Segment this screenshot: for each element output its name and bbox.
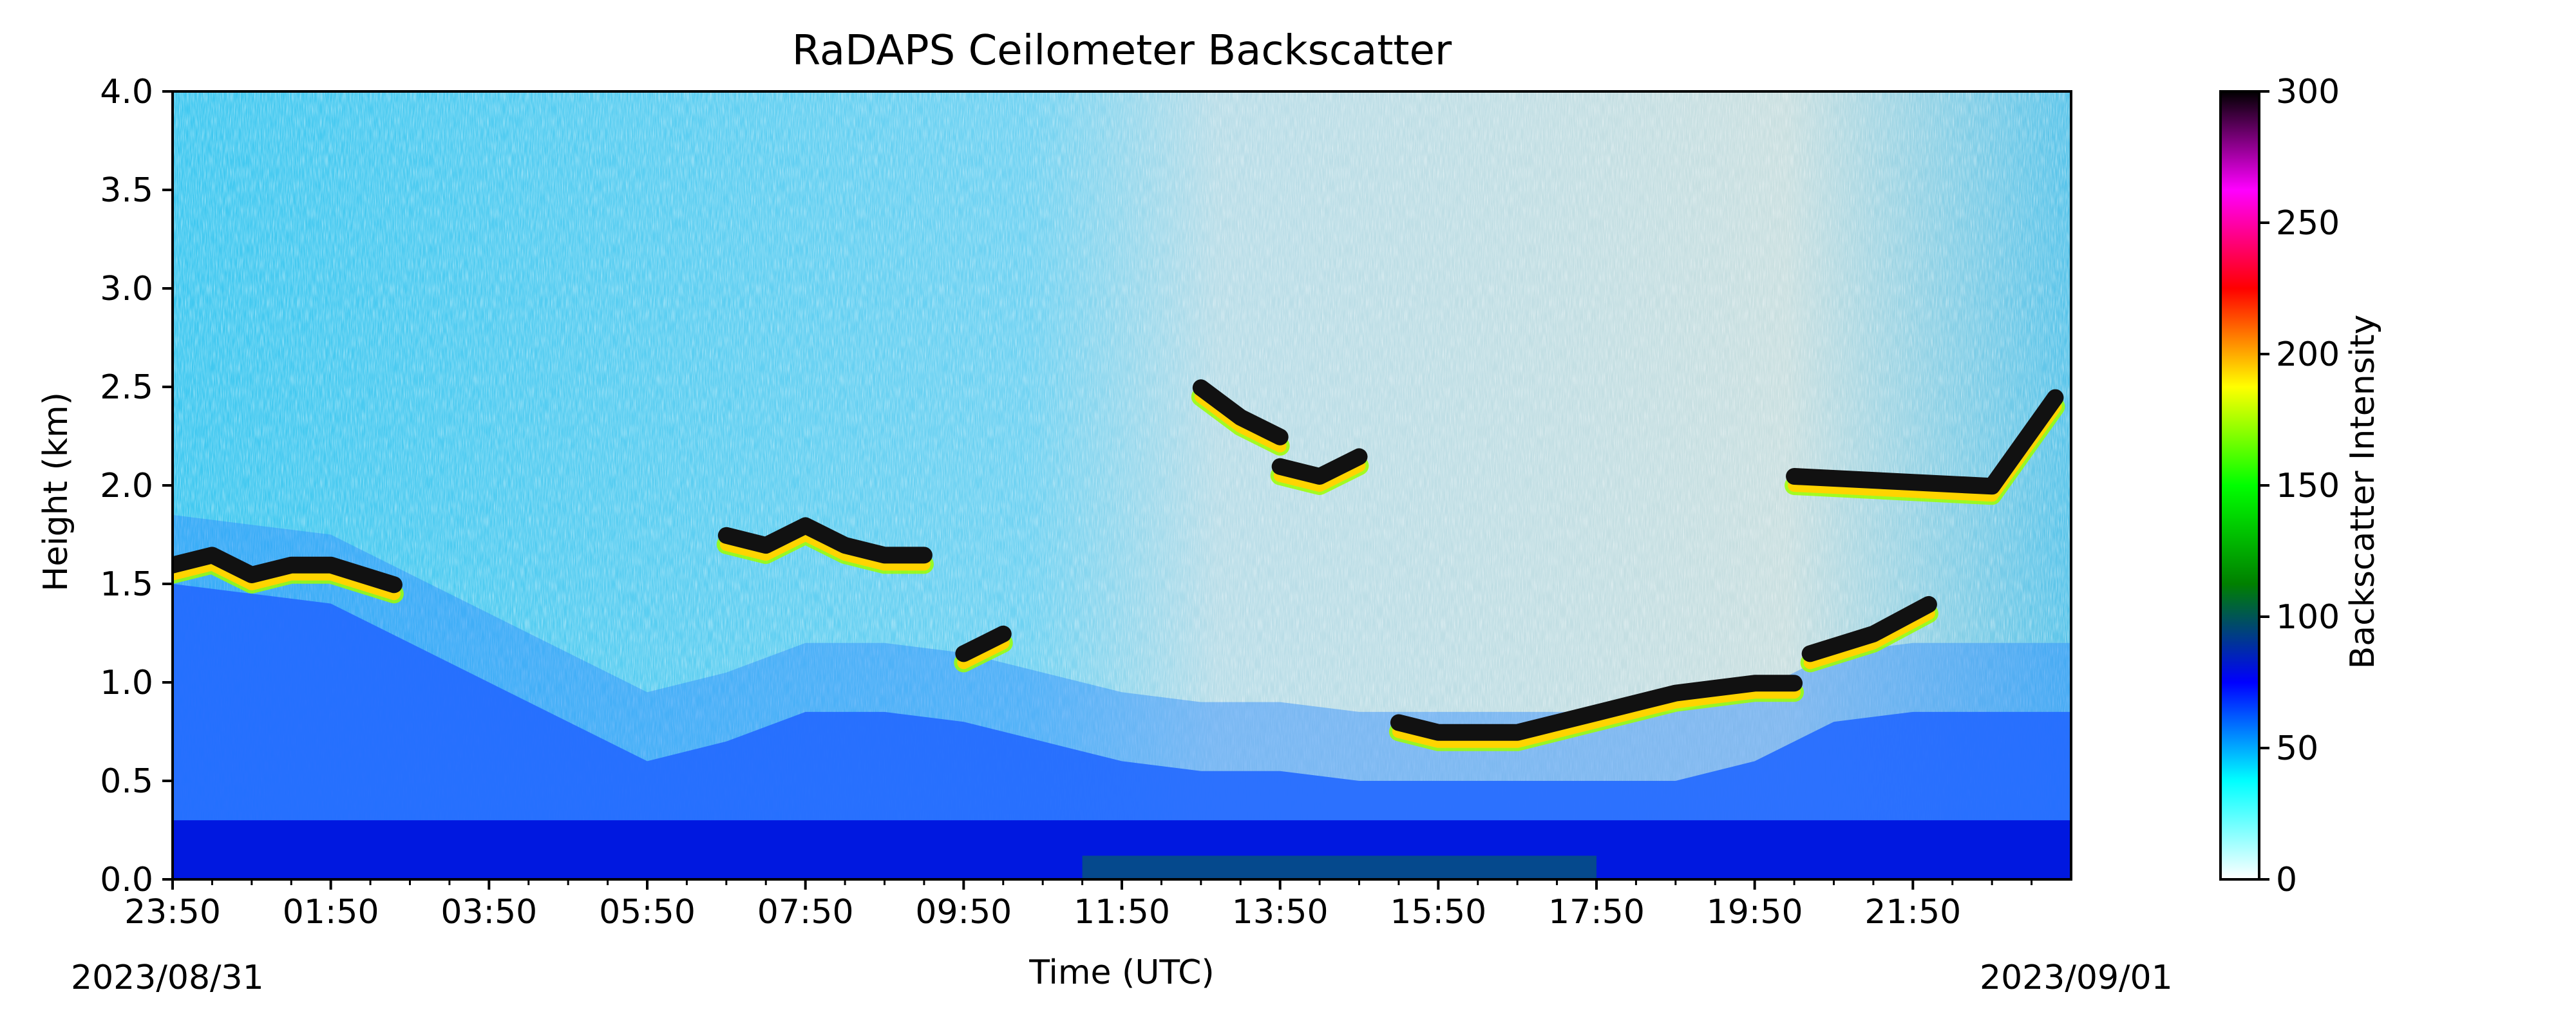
x-tick-label: 07:50 xyxy=(757,893,854,932)
colorbar-tick-label: 300 xyxy=(2276,73,2340,111)
colorbar-tick-label: 50 xyxy=(2276,729,2318,768)
x-tick-label: 19:50 xyxy=(1707,893,1803,932)
colorbar-tick-label: 200 xyxy=(2276,335,2340,374)
y-tick-label: 1.0 xyxy=(100,664,153,702)
y-tick-label: 2.5 xyxy=(100,368,153,407)
surface-green-band xyxy=(1082,856,1596,879)
x-tick-label: 03:50 xyxy=(440,893,537,932)
cloud-layer-edge-yellow xyxy=(1392,686,1801,748)
cloud-layer-core xyxy=(1786,389,2064,495)
aerosol-transition-zone xyxy=(173,514,2071,879)
y-axis-label: Height (km) xyxy=(37,392,75,592)
colorbar: 0 50 100 150 200 250 300 xyxy=(2219,73,2340,899)
x-tick-label: 15:50 xyxy=(1390,893,1486,932)
chart-title: RaDAPS Ceilometer Backscatter xyxy=(792,27,1452,75)
cloud-layer-core xyxy=(1192,379,1289,445)
x-axis-label: Time (UTC) xyxy=(1028,953,1214,992)
y-axis: 0.0 0.5 1.0 1.5 2.0 2.5 3.0 3.5 4.0 xyxy=(100,73,173,899)
backscatter-heatmap xyxy=(173,91,2071,879)
colorbar-gradient xyxy=(2219,90,2260,881)
cloud-layer-core xyxy=(1390,675,1803,741)
colorbar-tick-label: 100 xyxy=(2276,598,2340,637)
colorbar-tick-label: 150 xyxy=(2276,467,2340,505)
y-tick-label: 0.0 xyxy=(100,861,153,899)
x-tick-label: 13:50 xyxy=(1232,893,1329,932)
colorbar-ticks: 0 50 100 150 200 250 300 xyxy=(2259,73,2340,899)
y-tick-label: 1.5 xyxy=(100,565,153,604)
cloud-layer-core xyxy=(1801,595,1937,662)
cloud-layer-core xyxy=(173,547,402,594)
x-tick-label: 21:50 xyxy=(1864,893,1961,932)
x-tick-label: 01:50 xyxy=(283,893,379,932)
x-tick-label: 09:50 xyxy=(915,893,1012,932)
x-tick-label: 23:50 xyxy=(124,893,221,932)
x-tick-label: 17:50 xyxy=(1548,893,1645,932)
y-tick-label: 4.0 xyxy=(100,73,153,111)
cloud-layer-core xyxy=(1271,448,1368,485)
date-start-label: 2023/08/31 xyxy=(71,959,264,997)
colorbar-label: Backscatter Intensity xyxy=(2344,315,2382,670)
y-tick-label: 0.5 xyxy=(100,762,153,801)
x-tick-label: 11:50 xyxy=(1074,893,1170,932)
x-tick-label: 05:50 xyxy=(599,893,696,932)
y-tick-label: 2.0 xyxy=(100,467,153,505)
date-end-label: 2023/09/01 xyxy=(1980,959,2173,997)
y-tick-label: 3.0 xyxy=(100,270,153,308)
y-tick-label: 3.5 xyxy=(100,171,153,210)
cloud-layer-core xyxy=(955,625,1012,662)
cloud-layer-core xyxy=(717,517,933,564)
x-axis: 23:50 01:50 03:50 05:50 07:50 09:50 11:50 13:50… xyxy=(124,879,2033,932)
aerosol-layer xyxy=(173,584,2071,879)
colorbar-tick-label: 0 xyxy=(2276,861,2297,899)
cloud-layer-edge-yellow xyxy=(173,557,401,601)
colorbar-tick-label: 250 xyxy=(2276,204,2340,243)
